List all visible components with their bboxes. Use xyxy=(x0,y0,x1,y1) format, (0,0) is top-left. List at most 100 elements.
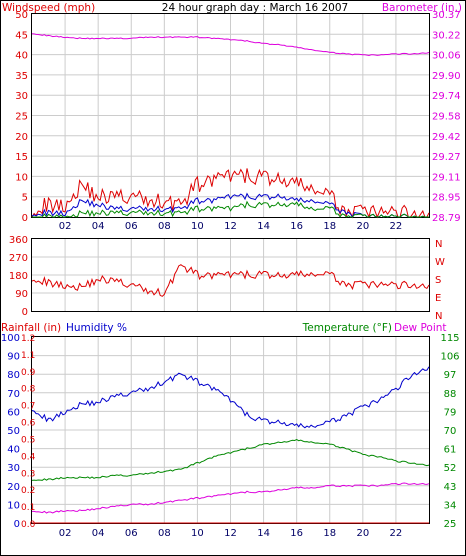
p3-series-temperature xyxy=(31,439,430,481)
temperature-axis-label: Temperature (°F) xyxy=(302,322,392,334)
wind-tick-40: 40 xyxy=(15,51,28,62)
p3-xtick-22: 22 xyxy=(390,528,403,539)
p1-xtick-08: 08 xyxy=(158,221,171,232)
wind-tick-35: 35 xyxy=(15,71,28,82)
wind-tick-30: 30 xyxy=(15,91,28,102)
p1-xtick-06: 06 xyxy=(125,221,138,232)
baro-tick-30.06: 30.06 xyxy=(432,51,461,62)
rain-tick-0.6: 0.6 xyxy=(21,419,36,429)
p1-series-barometer xyxy=(31,33,430,57)
p3-xtick-02: 02 xyxy=(59,528,72,539)
rain-tick-0.3: 0.3 xyxy=(21,469,35,479)
p1-xtick-02: 02 xyxy=(59,221,72,232)
p3-xtick-14: 14 xyxy=(257,528,270,539)
hum-tick-80: 80 xyxy=(7,370,20,381)
rain-tick-1.1: 1.1 xyxy=(21,351,35,361)
hum-tick-90: 90 xyxy=(7,352,20,363)
rain-tick-0.9: 0.9 xyxy=(21,368,36,378)
p1-series-wind-min xyxy=(32,200,429,218)
p1-xtick-12: 12 xyxy=(224,221,237,232)
hum-tick-20: 20 xyxy=(7,482,20,493)
p1-xtick-22: 22 xyxy=(390,221,403,232)
compass-tick-4-N: N xyxy=(435,311,442,322)
p1-xtick-04: 04 xyxy=(92,221,105,232)
temp-tick-61: 61 xyxy=(444,445,457,456)
rain-tick-0.1: 0.1 xyxy=(21,503,35,513)
p3-xtick-18: 18 xyxy=(323,528,336,539)
temp-tick-34: 34 xyxy=(444,500,457,511)
baro-tick-28.95: 28.95 xyxy=(432,193,461,204)
temp-tick-52: 52 xyxy=(444,463,457,474)
rain-tick-0.4: 0.4 xyxy=(21,452,36,462)
rain-tick-0.0: 0.0 xyxy=(21,520,36,530)
panel-direction-frame xyxy=(31,238,430,312)
temp-tick-79: 79 xyxy=(444,407,457,418)
hum-tick-50: 50 xyxy=(7,426,20,437)
p1-xtick-20: 20 xyxy=(356,221,369,232)
baro-tick-29.42: 29.42 xyxy=(432,132,461,143)
wind-tick-15: 15 xyxy=(15,152,28,163)
dir-tick-270: 270 xyxy=(9,253,28,264)
hum-tick-100: 100 xyxy=(1,333,20,344)
hum-tick-60: 60 xyxy=(7,407,20,418)
temp-tick-25: 25 xyxy=(444,519,457,530)
graph-title: 24 hour graph day : March 16 2007 xyxy=(162,2,348,14)
compass-tick-0-N: N xyxy=(435,239,442,250)
p1-xtick-14: 14 xyxy=(257,221,270,232)
hum-tick-0: 0 xyxy=(14,519,20,530)
p1-series-windspeed xyxy=(31,168,430,219)
baro-tick-28.79: 28.79 xyxy=(432,213,461,224)
p3-xtick-06: 06 xyxy=(125,528,138,539)
windspeed-axis-label: Windspeed (mph) xyxy=(2,2,95,14)
baro-tick-29.58: 29.58 xyxy=(432,112,461,123)
p3-xtick-08: 08 xyxy=(158,528,171,539)
dir-tick-0: 0 xyxy=(22,307,28,318)
rain-tick-0.8: 0.8 xyxy=(21,385,36,395)
p2-series-wind-direction xyxy=(31,264,430,297)
temp-tick-43: 43 xyxy=(444,482,457,493)
wind-tick-45: 45 xyxy=(15,30,28,41)
wind-tick-25: 25 xyxy=(15,112,28,123)
compass-tick-2-S: S xyxy=(435,275,441,286)
temp-tick-88: 88 xyxy=(444,389,457,400)
temp-tick-97: 97 xyxy=(444,370,457,381)
p3-xtick-16: 16 xyxy=(290,528,303,539)
p3-xtick-10: 10 xyxy=(191,528,204,539)
hum-tick-30: 30 xyxy=(7,463,20,474)
baro-tick-29.11: 29.11 xyxy=(432,172,461,183)
rainfall-axis-label: Rainfall (in) xyxy=(1,322,61,334)
p3-xtick-12: 12 xyxy=(224,528,237,539)
dir-tick-360: 360 xyxy=(9,235,28,246)
tick-labels-layer: 0 5 10 15 20 25 30 35 40 45 50 28.79 28.95 29.11 29.27… xyxy=(1,10,461,539)
baro-tick-29.27: 29.27 xyxy=(432,152,461,163)
barometer-axis-label: Barometer (in.) xyxy=(382,2,462,14)
baro-tick-30.37: 30.37 xyxy=(432,10,461,21)
series-layer xyxy=(31,33,430,524)
p3-series-humidity xyxy=(31,366,430,429)
baro-tick-29.74: 29.74 xyxy=(432,91,461,102)
wind-tick-5: 5 xyxy=(22,193,28,204)
compass-tick-3-E: E xyxy=(435,293,441,304)
rain-tick-0.2: 0.2 xyxy=(21,486,35,496)
rain-tick-1.2: 1.2 xyxy=(21,334,35,344)
temp-tick-70: 70 xyxy=(444,426,457,437)
dir-tick-90: 90 xyxy=(15,289,28,300)
wind-tick-20: 20 xyxy=(15,132,28,143)
rain-tick-0.7: 0.7 xyxy=(21,402,35,412)
p3-xtick-20: 20 xyxy=(356,528,369,539)
p3-xtick-04: 04 xyxy=(92,528,105,539)
dewpoint-axis-label: Dew Point xyxy=(394,322,447,334)
temp-tick-115: 115 xyxy=(440,333,459,344)
wind-tick-10: 10 xyxy=(15,172,28,183)
wind-tick-0: 0 xyxy=(22,213,28,224)
hum-tick-10: 10 xyxy=(7,500,20,511)
p1-xtick-16: 16 xyxy=(290,221,303,232)
rain-tick-0.5: 0.5 xyxy=(21,435,35,445)
p3-series-dew-point xyxy=(32,482,430,514)
wind-tick-50: 50 xyxy=(15,10,28,21)
temp-tick-106: 106 xyxy=(440,352,459,363)
baro-tick-29.90: 29.90 xyxy=(432,71,461,82)
